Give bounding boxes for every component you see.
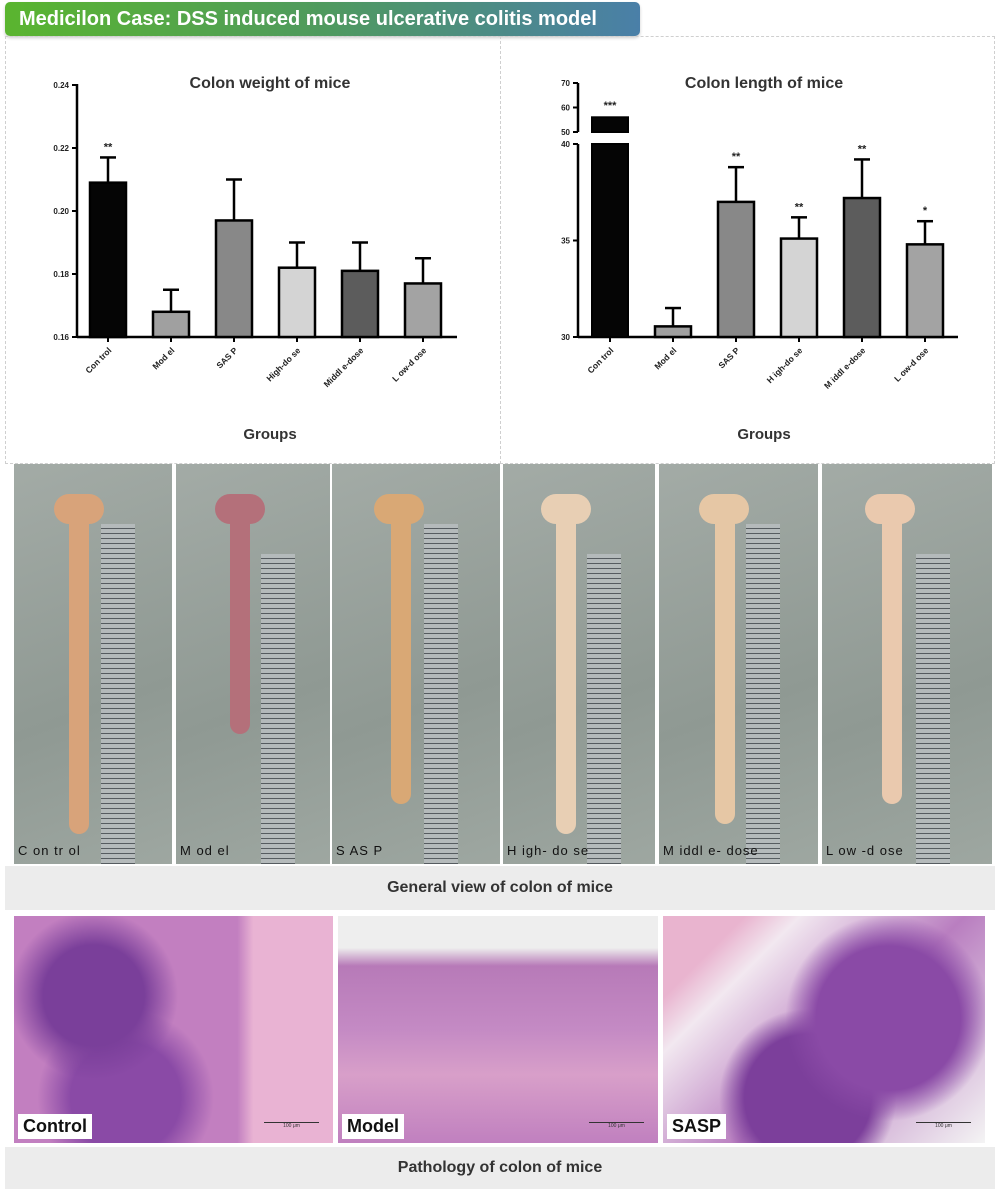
x-tick-label: High-do se <box>264 345 302 383</box>
colon-photo: M od el <box>176 464 330 864</box>
colon-photo: M iddl e- dose <box>659 464 818 864</box>
ruler <box>586 554 621 864</box>
bar <box>905 243 945 339</box>
colon-specimen <box>556 504 577 834</box>
colon-specimen <box>714 504 735 824</box>
colon-photo: S AS P <box>332 464 500 864</box>
y-tick-label: 40 <box>561 140 570 149</box>
x-tick-label: Con trol <box>585 345 615 375</box>
pathology-label: Model <box>342 1114 404 1139</box>
bar <box>151 310 191 339</box>
pathology-image: Model 100 μm <box>338 916 658 1143</box>
scale-bar: 100 μm <box>916 1122 971 1129</box>
colon-specimen <box>229 504 250 734</box>
colon-photo: L ow -d ose <box>822 464 992 864</box>
x-axis-label: Groups <box>243 426 296 443</box>
photo-label: H igh- do se <box>507 843 590 858</box>
x-tick-label: SAS P <box>214 345 239 370</box>
chart-title: Colon length of mice <box>685 75 843 92</box>
colon-specimen <box>864 494 915 524</box>
significance-marker: ** <box>858 143 867 155</box>
pathology-label: Control <box>18 1114 92 1139</box>
x-tick-label: Mod el <box>150 345 176 371</box>
ruler <box>915 554 950 864</box>
charts-svg: Colon weight of mice Groups 0.16 0.18 0.20 0.… <box>53 75 958 443</box>
ruler <box>424 524 459 864</box>
bar <box>340 269 380 339</box>
y-tick-label: 60 <box>561 104 570 113</box>
page-banner: Medicilon Case: DSS induced mouse ulcera… <box>5 2 640 36</box>
x-axis-label: Groups <box>737 426 790 443</box>
ruler <box>746 524 781 864</box>
x-tick-label: Mod el <box>652 345 678 371</box>
photo-label: S AS P <box>336 843 384 858</box>
bar <box>716 200 756 339</box>
significance-marker: *** <box>604 100 618 112</box>
colon-specimen <box>390 504 411 804</box>
bar <box>214 219 254 339</box>
colon-specimen <box>374 494 424 524</box>
significance-marker: ** <box>795 201 804 213</box>
pathology-image: Control 100 μm <box>14 916 333 1143</box>
y-tick-label: 0.16 <box>53 333 69 342</box>
x-tick-label: Middl e-dose <box>322 345 366 389</box>
colon-specimen <box>69 504 90 834</box>
bar <box>842 196 882 339</box>
bar <box>277 266 317 339</box>
photo-label: M iddl e- dose <box>663 843 759 858</box>
colon-specimen <box>53 494 104 524</box>
photo-label: C on tr ol <box>18 843 81 858</box>
y-tick-label: 0.22 <box>53 144 69 153</box>
significance-marker: * <box>923 205 928 217</box>
bar <box>88 181 128 339</box>
scale-bar: 100 μm <box>264 1122 319 1129</box>
colon-specimen <box>541 494 591 524</box>
x-tick-label: L ow-d ose <box>892 345 931 384</box>
y-tick-label: 0.20 <box>53 207 69 216</box>
y-tick-label: 30 <box>561 333 570 342</box>
significance-marker: ** <box>732 151 741 163</box>
colon-specimen <box>698 494 749 524</box>
bar <box>403 282 443 339</box>
pathology-caption: Pathology of colon of mice <box>5 1147 995 1189</box>
x-tick-label: L ow-d ose <box>390 345 429 384</box>
x-tick-label: SAS P <box>716 345 741 370</box>
y-tick-label: 50 <box>561 128 570 137</box>
chart-title: Colon weight of mice <box>190 75 351 92</box>
general-view-caption: General view of colon of mice <box>5 866 995 910</box>
chart-panel-length <box>500 36 995 464</box>
x-tick-label: M iddl e-dose <box>822 345 868 391</box>
pathology-label: SASP <box>667 1114 727 1139</box>
photo-label: M od el <box>180 843 230 858</box>
x-tick-label: Con trol <box>83 345 113 375</box>
x-tick-label: H igh-do se <box>765 345 805 385</box>
y-tick-label: 0.24 <box>53 81 69 90</box>
ruler <box>100 524 135 864</box>
y-tick-label: 35 <box>561 237 570 246</box>
bar <box>779 237 819 339</box>
colon-photo: C on tr ol <box>14 464 172 864</box>
bar <box>591 143 629 338</box>
scale-bar: 100 μm <box>589 1122 644 1129</box>
colon-photo: H igh- do se <box>503 464 655 864</box>
pathology-image: SASP 100 μm <box>663 916 985 1143</box>
y-tick-label: 0.18 <box>53 270 69 279</box>
colon-specimen <box>214 494 265 524</box>
y-tick-label: 70 <box>561 79 570 88</box>
photo-label: L ow -d ose <box>826 843 904 858</box>
bar <box>591 116 629 134</box>
bar <box>653 325 693 339</box>
ruler <box>260 554 295 864</box>
colon-specimen <box>881 504 902 804</box>
significance-marker: ** <box>104 141 113 153</box>
